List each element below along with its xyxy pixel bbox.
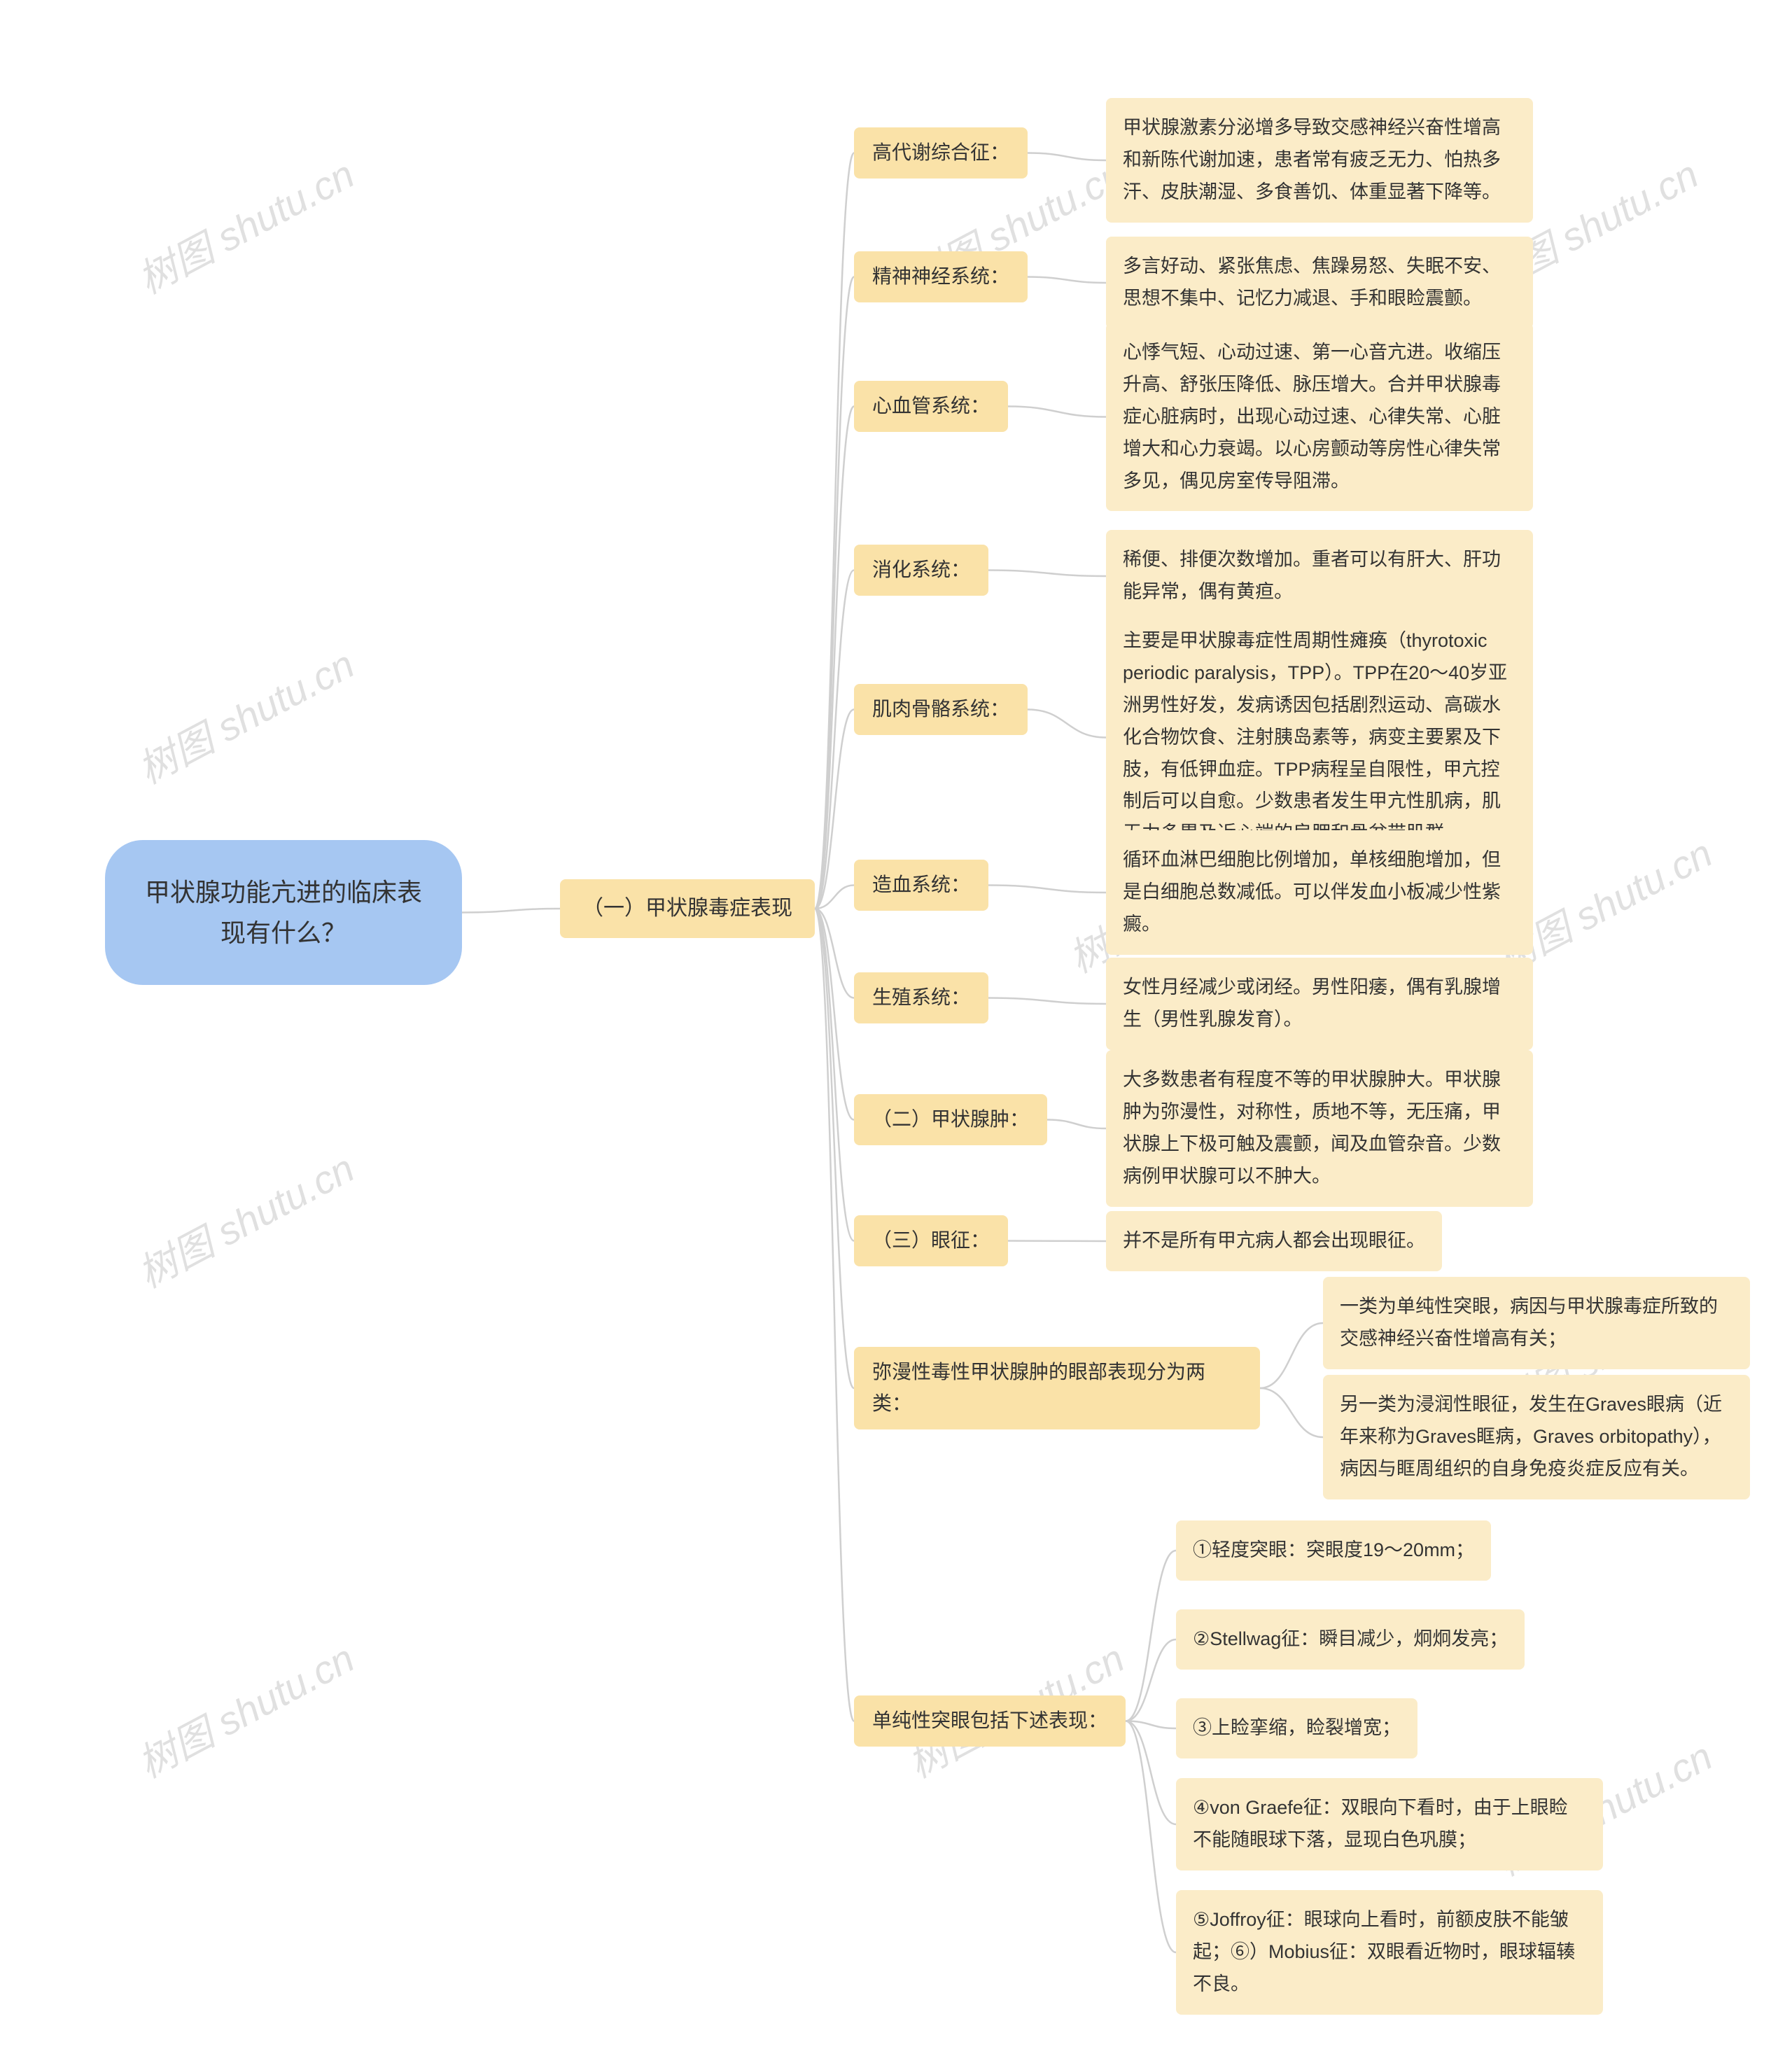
level2-n7: 生殖系统：: [854, 972, 988, 1023]
leaf-15: ⑤Joffroy征：眼球向上看时，前额皮肤不能皱起；⑥）Mobius征：双眼看近…: [1176, 1890, 1603, 2015]
leaf-1: 多言好动、紧张焦虑、焦躁易怒、失眠不安、思想不集中、记忆力减退、手和眼睑震颤。: [1106, 237, 1533, 329]
leaf-14: ④von Graefe征：双眼向下看时，由于上眼睑不能随眼球下落，显现白色巩膜；: [1176, 1778, 1603, 1870]
watermark: 树图 shutu.cn: [127, 1138, 363, 1299]
level2-n4: 消化系统：: [854, 545, 988, 596]
level2-n5: 肌肉骨骼系统：: [854, 684, 1028, 735]
level1-node: （一）甲状腺毒症表现: [560, 879, 815, 938]
level2-n9: （三）眼征：: [854, 1215, 1008, 1266]
level2-n10: 弥漫性毒性甲状腺肿的眼部表现分为两类：: [854, 1347, 1260, 1429]
leaf-12: ②Stellwag征：瞬目减少，炯炯发亮；: [1176, 1609, 1525, 1670]
watermark: 树图 shutu.cn: [127, 144, 363, 305]
leaf-5: 循环血淋巴细胞比例增加，单核细胞增加，但是白细胞总数减低。可以伴发血小板减少性紫…: [1106, 830, 1533, 955]
leaf-10: 另一类为浸润性眼征，发生在Graves眼病（近年来称为Graves眶病，Grav…: [1323, 1375, 1750, 1499]
level2-n6: 造血系统：: [854, 860, 988, 911]
level2-n1: 高代谢综合征：: [854, 127, 1028, 179]
leaf-13: ③上睑挛缩，睑裂增宽；: [1176, 1698, 1418, 1758]
watermark: 树图 shutu.cn: [127, 1628, 363, 1789]
root-node: 甲状腺功能亢进的临床表现有什么？: [105, 840, 462, 985]
leaf-8: 并不是所有甲亢病人都会出现眼征。: [1106, 1211, 1442, 1271]
level2-n2: 精神神经系统：: [854, 251, 1028, 302]
watermark: 树图 shutu.cn: [127, 634, 363, 795]
level2-n11: 单纯性突眼包括下述表现：: [854, 1695, 1126, 1747]
leaf-9: 一类为单纯性突眼，病因与甲状腺毒症所致的交感神经兴奋性增高有关；: [1323, 1277, 1750, 1369]
leaf-4: 主要是甲状腺毒症性周期性瘫痪（thyrotoxic periodic paral…: [1106, 611, 1533, 864]
leaf-7: 大多数患者有程度不等的甲状腺肿大。甲状腺肿为弥漫性，对称性，质地不等，无压痛，甲…: [1106, 1050, 1533, 1207]
leaf-3: 稀便、排便次数增加。重者可以有肝大、肝功能异常，偶有黄疸。: [1106, 530, 1533, 622]
leaf-2: 心悸气短、心动过速、第一心音亢进。收缩压升高、舒张压降低、脉压增大。合并甲状腺毒…: [1106, 323, 1533, 511]
leaf-6: 女性月经减少或闭经。男性阳痿，偶有乳腺增生（男性乳腺发育）。: [1106, 958, 1533, 1050]
level2-n3: 心血管系统：: [854, 381, 1008, 432]
level2-n8: （二）甲状腺肿：: [854, 1094, 1047, 1145]
leaf-0: 甲状腺激素分泌增多导致交感神经兴奋性增高和新陈代谢加速，患者常有疲乏无力、怕热多…: [1106, 98, 1533, 223]
leaf-11: ①轻度突眼：突眼度19～20mm；: [1176, 1520, 1491, 1581]
